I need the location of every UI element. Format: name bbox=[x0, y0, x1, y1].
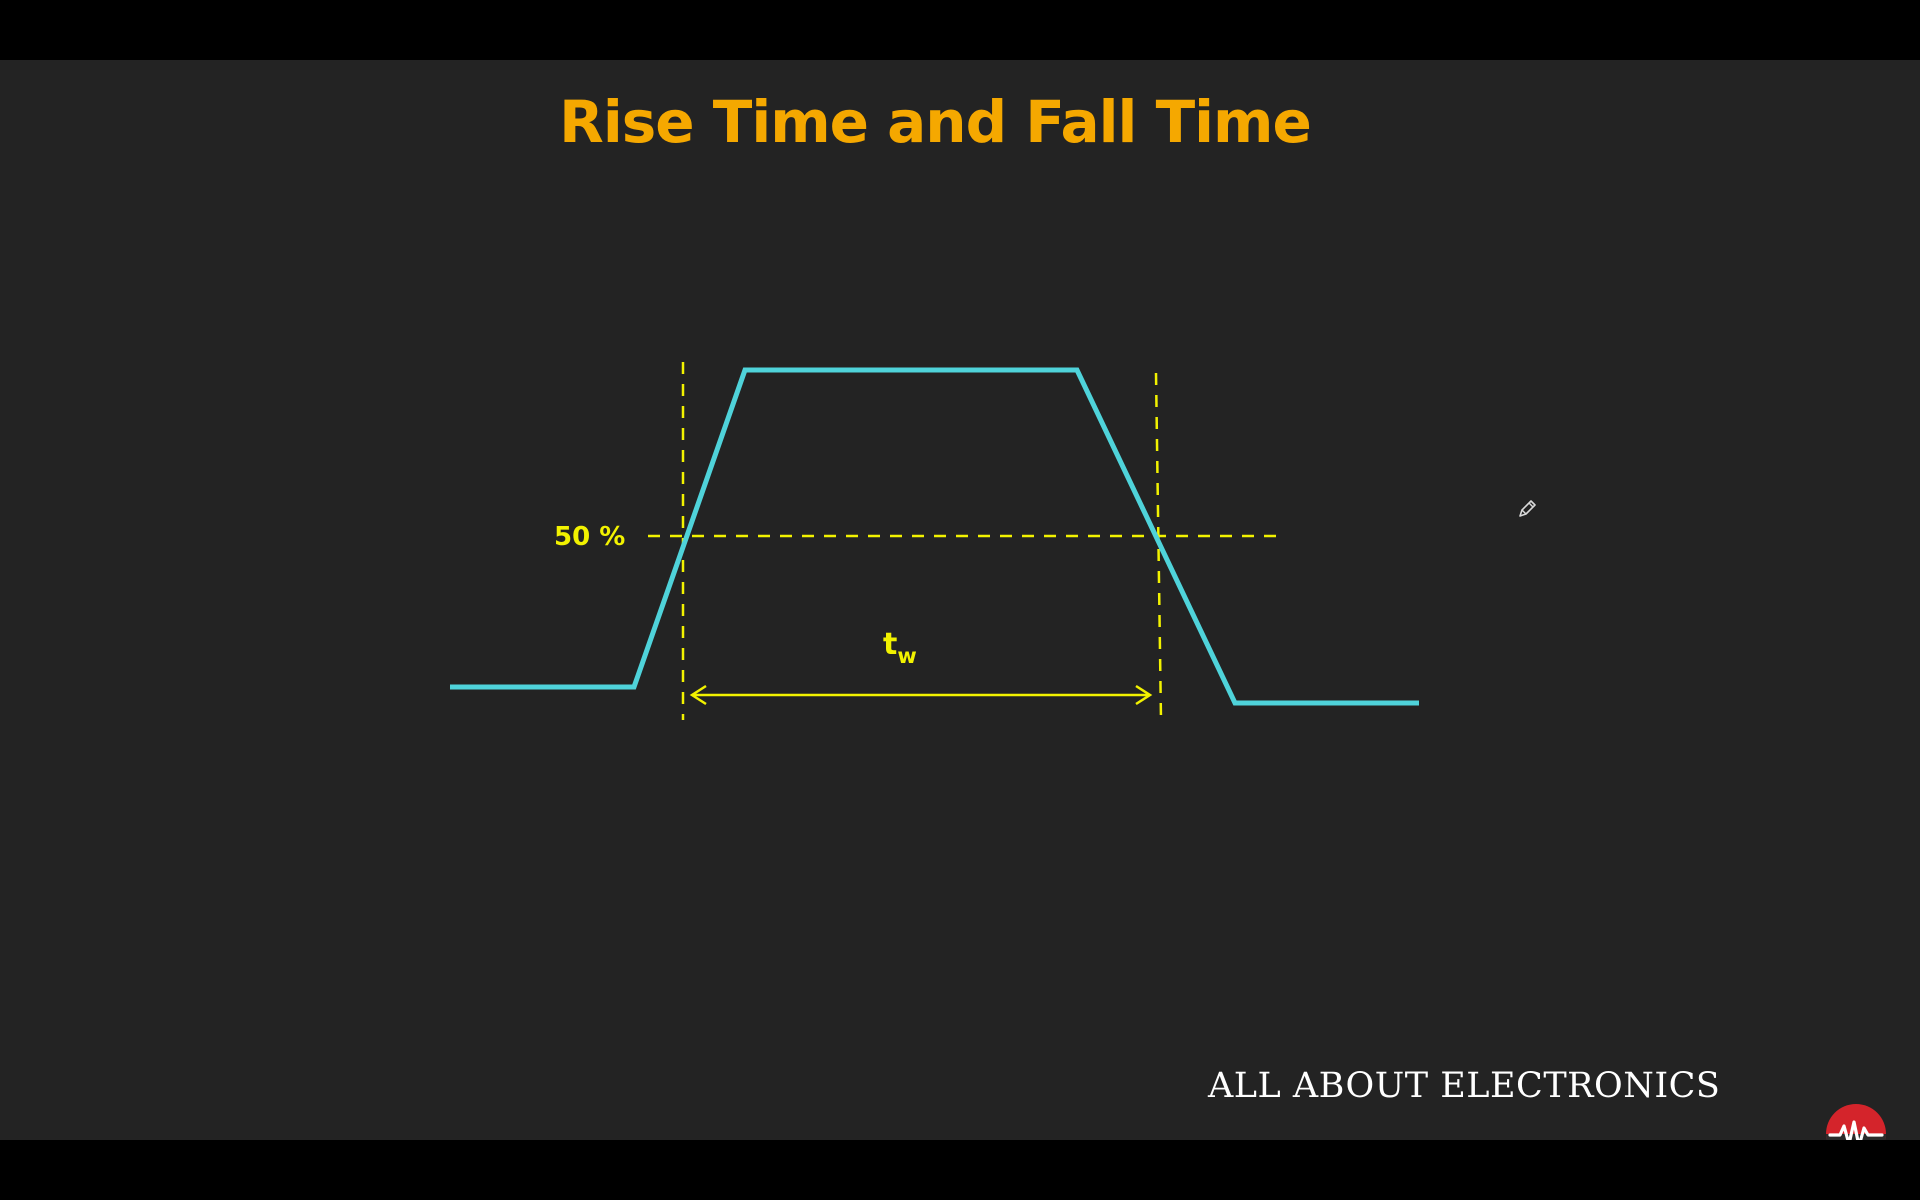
letterbox-top bbox=[0, 0, 1920, 60]
letterbox-bottom bbox=[0, 1140, 1920, 1200]
fifty-percent-label: 50 % bbox=[554, 522, 625, 552]
slide bbox=[0, 60, 1920, 1140]
pulse-width-label: tw bbox=[883, 627, 917, 668]
falling-edge-marker bbox=[1154, 372, 1163, 721]
brand-watermark: ALL ABOUT ELECTRONICS bbox=[1208, 1066, 1721, 1106]
pen-cursor-icon bbox=[1519, 500, 1536, 517]
arrow-head-left bbox=[689, 684, 707, 706]
arrow-head-right bbox=[1135, 684, 1153, 706]
pulse-width-label-sub: w bbox=[897, 644, 916, 668]
pulse-waveform bbox=[450, 367, 1419, 706]
slide-title: Rise Time and Fall Time bbox=[559, 88, 1312, 156]
pulse-width-label-main: t bbox=[883, 627, 897, 662]
